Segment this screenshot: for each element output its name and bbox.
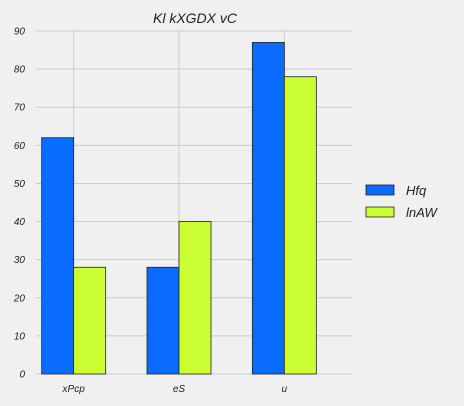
x-tick-label: eS (173, 384, 186, 395)
y-tick-label: 70 (14, 103, 26, 114)
chart-title: Kl kXGDX vC (153, 10, 238, 26)
y-tick-label: 90 (14, 27, 26, 38)
bar-hfq-es (147, 267, 179, 374)
bar-lnaw-xpcp (74, 267, 106, 374)
bar-hfq-u (252, 42, 284, 374)
legend-label-hfq: Hfq (406, 183, 427, 198)
y-tick-label: 30 (14, 255, 26, 266)
bar-lnaw-es (179, 222, 211, 374)
y-tick-label: 10 (14, 331, 26, 342)
y-tick-label: 20 (13, 293, 26, 304)
legend: Hfq lnAW (366, 183, 439, 220)
bar-lnaw-u (284, 77, 316, 374)
legend-swatch-hfq (366, 185, 394, 195)
legend-swatch-lnaw (366, 207, 394, 217)
y-tick-label: 80 (14, 65, 26, 76)
x-tick-label: xPcp (62, 384, 86, 395)
bar-hfq-xpcp (42, 138, 74, 374)
y-tick-label: 50 (14, 179, 26, 190)
legend-label-lnaw: lnAW (406, 205, 439, 220)
x-tick-label: u (282, 384, 288, 395)
y-tick-label: 40 (14, 217, 26, 228)
y-tick-label: 0 (19, 370, 25, 381)
y-tick-label: 60 (14, 141, 26, 152)
